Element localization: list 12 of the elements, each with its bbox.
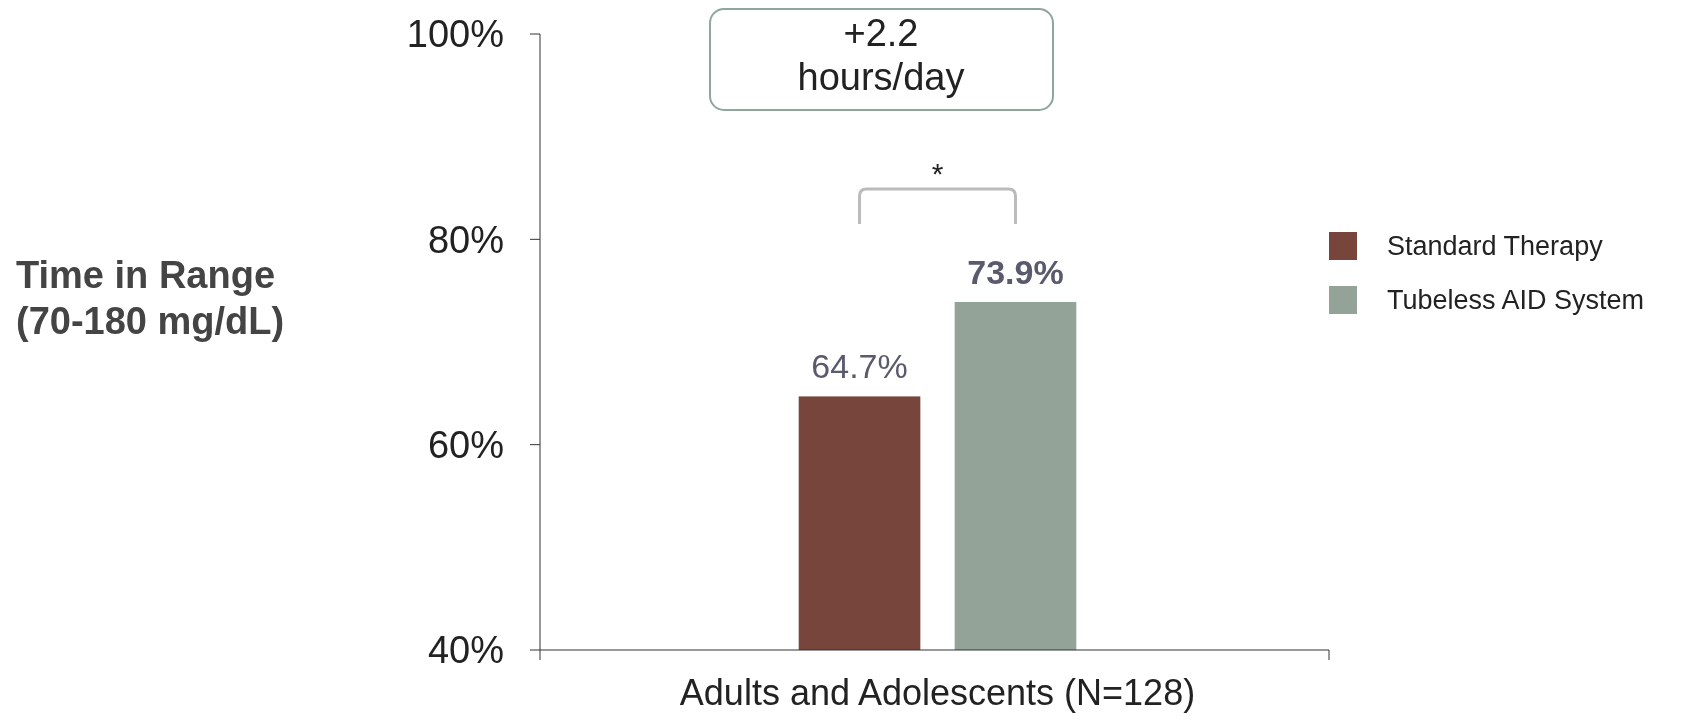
data-label: 64.7% <box>811 347 908 386</box>
legend-label: Tubeless AID System <box>1387 285 1645 316</box>
y-tick-label: 40% <box>427 629 504 672</box>
y-tick-label: 100% <box>406 13 504 56</box>
legend-label: Standard Therapy <box>1387 231 1604 262</box>
annotation: * <box>931 157 944 190</box>
x-tick-label: Adults and Adolescents (N=128) <box>679 672 1196 713</box>
y-axis-title: Time in Range (70-180 mg/dL) <box>16 254 285 342</box>
annotation: +2.2 hours/day <box>797 12 965 98</box>
y-tick-label: 60% <box>427 423 504 466</box>
data-label: 73.9% <box>967 252 1064 291</box>
y-tick-label: 80% <box>427 218 504 261</box>
